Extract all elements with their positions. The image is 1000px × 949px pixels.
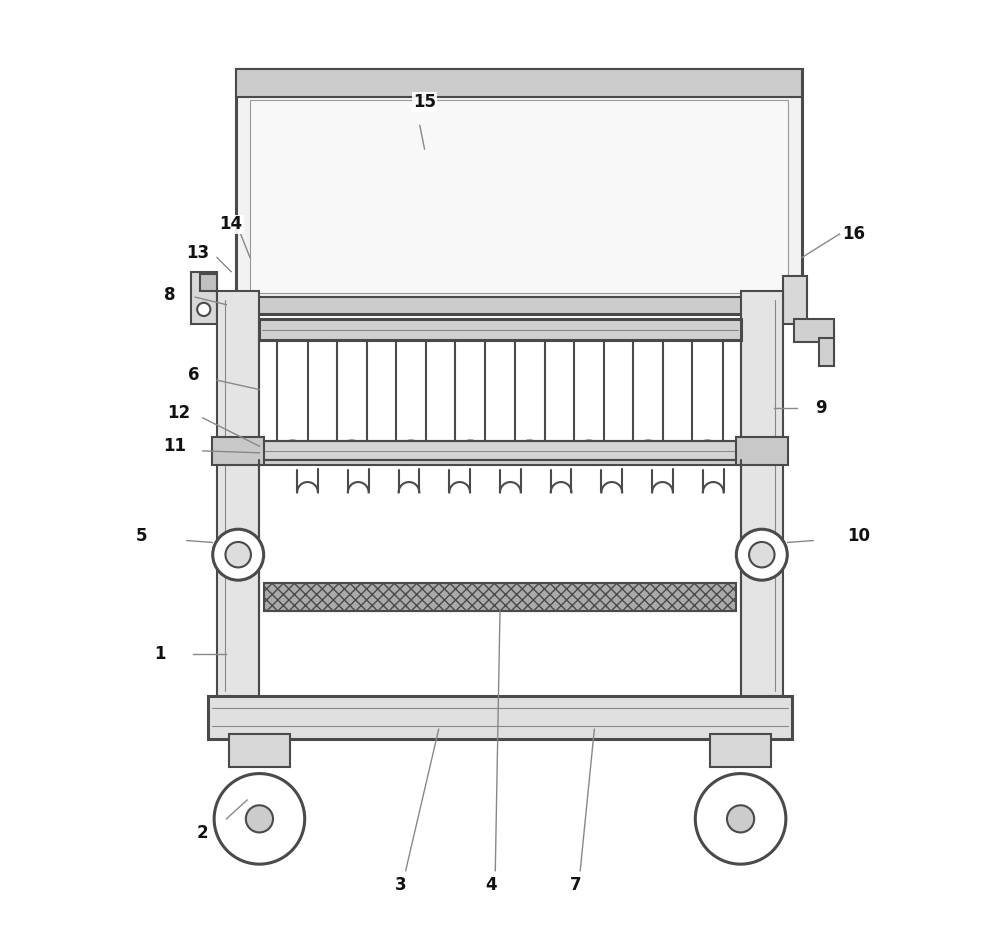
Circle shape [749,542,775,568]
Text: 5: 5 [136,527,147,545]
Bar [783,276,807,324]
Bar [208,697,792,738]
Bar [236,297,802,314]
Circle shape [695,773,786,865]
Bar [212,437,264,465]
Bar [236,69,802,314]
Bar [236,69,802,97]
Bar [200,273,217,290]
Bar [819,338,834,366]
Text: 6: 6 [188,366,199,384]
Text: 10: 10 [847,527,870,545]
Bar [264,583,736,611]
Bar [794,319,834,343]
Bar [191,271,217,324]
Bar [710,734,771,767]
Circle shape [213,530,264,580]
Circle shape [225,542,251,568]
Text: 13: 13 [187,244,210,262]
Bar [250,100,788,293]
Circle shape [246,806,273,832]
Text: 11: 11 [163,437,186,456]
Bar [217,290,259,701]
Text: 16: 16 [842,225,865,243]
Bar [259,319,741,340]
Bar [259,448,741,465]
Text: 2: 2 [197,824,209,842]
Circle shape [736,530,787,580]
Bar [741,290,783,701]
Bar [736,437,788,465]
Text: 7: 7 [570,876,581,894]
Bar [229,734,290,767]
Text: 8: 8 [164,287,176,305]
Bar [217,441,783,460]
Text: 4: 4 [485,876,496,894]
Circle shape [197,303,210,316]
Text: 15: 15 [413,93,436,111]
Text: 14: 14 [220,215,243,233]
Circle shape [214,773,305,865]
Text: 1: 1 [155,644,166,662]
Text: 3: 3 [395,876,407,894]
Circle shape [727,806,754,832]
Text: 12: 12 [168,404,191,422]
Text: 9: 9 [815,400,827,418]
